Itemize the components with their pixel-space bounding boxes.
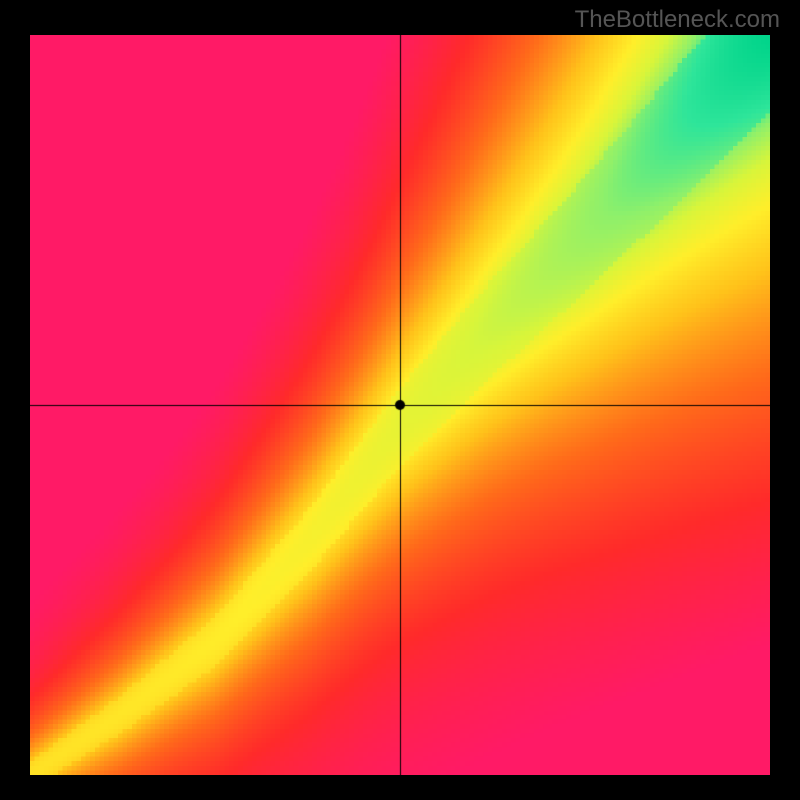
watermark-text: TheBottleneck.com [575, 6, 780, 34]
crosshair-overlay [30, 35, 770, 775]
chart-stage: TheBottleneck.com [0, 0, 800, 800]
